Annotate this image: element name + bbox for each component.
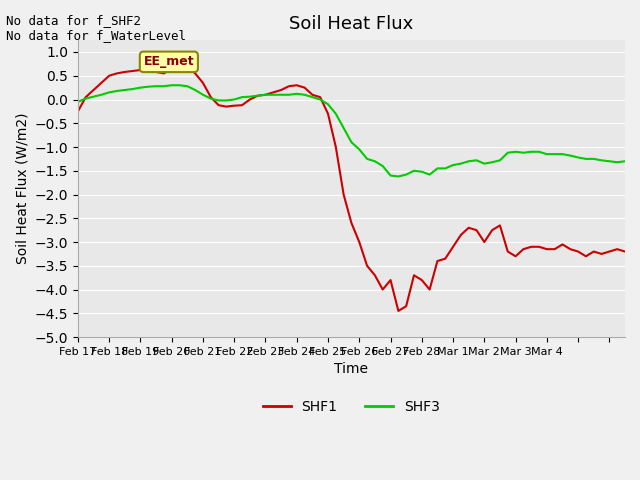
Y-axis label: Soil Heat Flux (W/m2): Soil Heat Flux (W/m2): [15, 113, 29, 264]
Title: Soil Heat Flux: Soil Heat Flux: [289, 15, 413, 33]
Text: No data for f_SHF2
No data for f_WaterLevel: No data for f_SHF2 No data for f_WaterLe…: [6, 14, 186, 42]
X-axis label: Time: Time: [335, 362, 369, 376]
Legend: SHF1, SHF3: SHF1, SHF3: [257, 394, 445, 419]
Text: EE_met: EE_met: [143, 55, 194, 68]
